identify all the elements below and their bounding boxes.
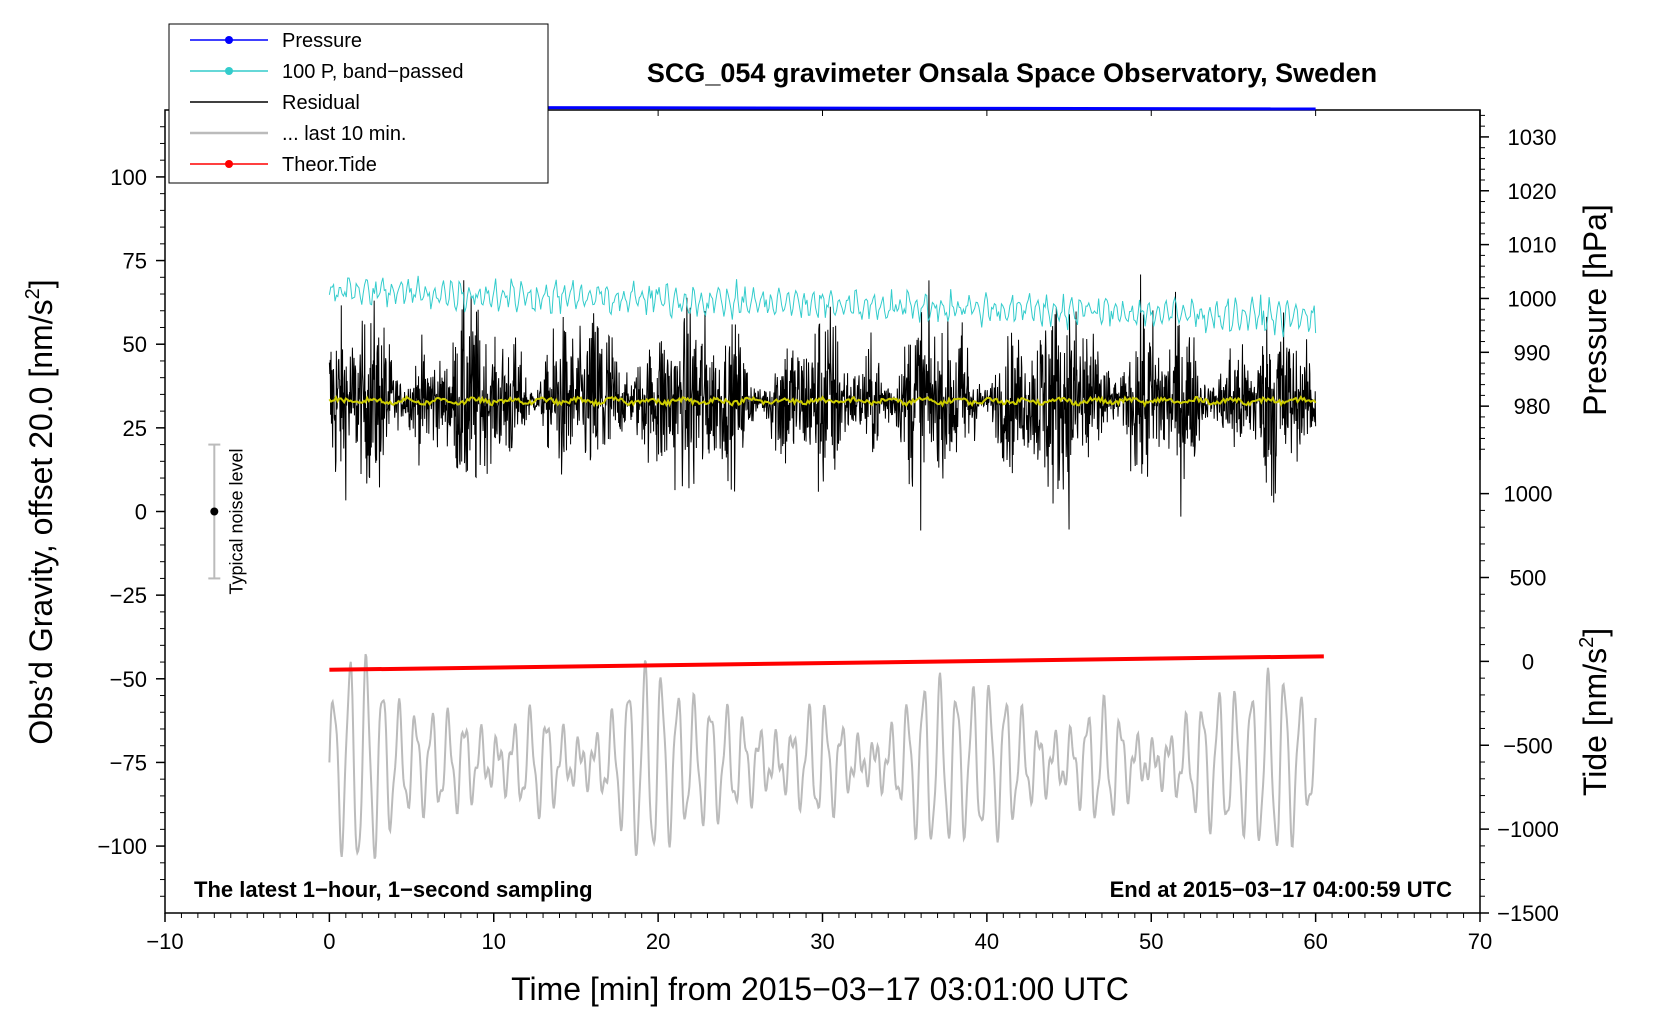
legend-swatch-marker [225,160,233,168]
y-tide-tick-label: 500 [1510,566,1547,591]
y-tide-tick-label: 0 [1522,649,1534,674]
chart-title: SCG_054 gravimeter Onsala Space Observat… [647,58,1377,88]
noise-bar-dot [210,507,219,516]
x-tick-label: 0 [323,929,335,954]
noise-bar-label: Typical noise level [226,448,246,594]
y-left-tick-label: −75 [110,750,147,775]
annotation-end-time: End at 2015−03−17 04:00:59 UTC [1110,877,1453,902]
annotation-sampling: The latest 1−hour, 1−second sampling [194,877,593,902]
y-left-tick-label: −50 [110,667,147,692]
y-pressure-tick-label: 1000 [1508,286,1557,311]
x-tick-label: 50 [1139,929,1163,954]
y-left-axis-title-end: ] [23,279,59,288]
typical-noise-bar: Typical noise level [208,443,246,595]
series-theor-tide [329,654,1324,672]
y-tide-axis-title-main: Tide [nm/s [1577,648,1613,796]
x-axis-title: Time [min] from 2015−03−17 03:01:00 UTC [511,971,1129,1007]
y-tide-tick-label: −500 [1503,733,1553,758]
legend-label: Pressure [282,30,362,52]
y-tide-axis-title-sup: 2 [1576,637,1598,648]
y-tide-axis-title: Tide [nm/s2] [1576,628,1613,796]
series-last-10-min [328,653,1317,859]
y-tide-tick-label: −1500 [1497,901,1559,926]
series-100p-band-passed [328,275,1317,338]
x-tick-label: 10 [482,929,506,954]
x-tick-label: 70 [1468,929,1492,954]
y-pressure-axis-title: Pressure [hPa] [1577,204,1613,416]
y-left-tick-label: 100 [110,165,147,190]
y-pressure-axis-ticks: 1030 1020 1010 1000 990 980 [1479,110,1557,460]
legend-swatch-marker [225,36,233,44]
y-tide-axis-title-end: ] [1577,628,1613,637]
y-left-tick-label: 25 [123,416,147,441]
legend-label: Theor.Tide [282,154,377,176]
y-left-tick-label: −25 [110,583,147,608]
y-pressure-tick-label: 1010 [1508,233,1557,258]
legend-swatch-marker [225,67,233,75]
y-tide-tick-label: −1000 [1497,817,1559,842]
legend: Pressure 100 P, band−passed Residual ... la… [168,23,549,184]
y-pressure-tick-label: 980 [1514,394,1551,419]
x-axis-ticks: −10 0 10 20 30 40 50 60 70 [146,110,1492,954]
series-residual [328,274,1317,531]
y-left-axis-ticks: 100 75 50 25 0 −25 −50 −75 −100 [97,126,165,897]
legend-box [168,23,549,184]
y-left-axis-title-main: Obs’d Gravity, offset 20.0 [nm/s [23,299,59,744]
y-left-tick-label: 75 [123,249,147,274]
y-left-tick-label: 50 [123,332,147,357]
legend-items: Pressure 100 P, band−passed Residual ... la… [190,30,463,176]
x-tick-label: −10 [146,929,183,954]
x-tick-label: 20 [646,929,670,954]
y-pressure-tick-label: 990 [1514,340,1551,365]
x-tick-label: 40 [975,929,999,954]
x-tick-label: 30 [810,929,834,954]
series-residual-smoothed [328,394,1317,408]
y-left-tick-label: 0 [135,500,147,525]
y-tide-tick-label: 1000 [1504,482,1553,507]
y-left-axis-title: Obs’d Gravity, offset 20.0 [nm/s2] [22,279,59,744]
y-tide-axis-ticks: 1000 500 0 −500 −1000 −1500 [1480,482,1559,926]
x-tick-label: 60 [1303,929,1327,954]
y-left-tick-label: −100 [97,834,147,859]
legend-label: ... last 10 min. [282,123,407,145]
legend-label: 100 P, band−passed [282,61,463,83]
y-left-axis-title-sup: 2 [22,288,44,299]
y-pressure-tick-label: 1020 [1508,179,1557,204]
y-pressure-tick-label: 1030 [1508,125,1557,150]
legend-label: Residual [282,92,360,114]
